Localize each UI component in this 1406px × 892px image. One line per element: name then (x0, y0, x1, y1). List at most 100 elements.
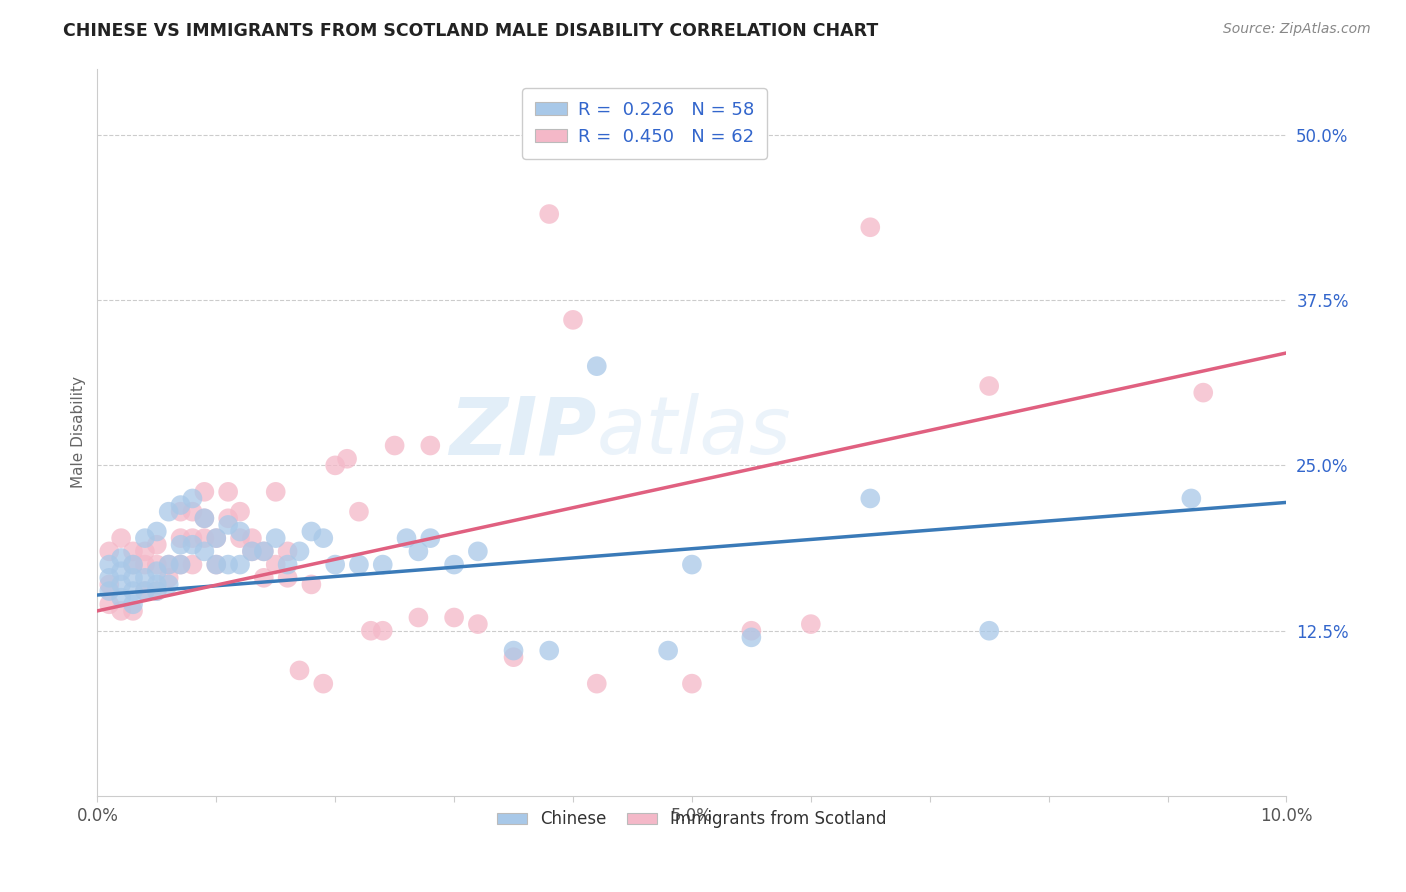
Point (264, 558, 287, 572)
Point (277, 544, 299, 558)
Point (169, 538, 191, 552)
Point (169, 505, 191, 519)
Point (859, 220, 882, 235)
Point (146, 538, 169, 552)
Point (979, 624, 1001, 638)
Point (134, 584, 156, 599)
Point (205, 558, 228, 572)
Text: atlas: atlas (596, 393, 792, 471)
Point (408, 610, 430, 624)
Point (240, 544, 263, 558)
Point (181, 491, 204, 506)
Point (347, 505, 370, 519)
Point (859, 491, 882, 506)
Point (217, 517, 239, 532)
Point (146, 564, 169, 578)
Point (253, 544, 276, 558)
Point (217, 484, 239, 499)
Point (800, 617, 823, 632)
Legend: Chinese, Immigrants from Scotland: Chinese, Immigrants from Scotland (491, 804, 893, 835)
Point (264, 531, 287, 545)
Point (371, 624, 394, 638)
Point (360, 624, 382, 638)
Point (1180, 491, 1202, 506)
Point (122, 584, 145, 599)
Point (205, 531, 228, 545)
Point (681, 676, 703, 690)
Point (229, 558, 252, 572)
Point (979, 379, 1001, 393)
Y-axis label: Male Disability: Male Disability (72, 376, 86, 488)
Point (193, 544, 215, 558)
Point (657, 643, 679, 657)
Point (240, 531, 263, 545)
Point (562, 313, 585, 327)
Point (253, 544, 276, 558)
Point (181, 538, 204, 552)
Point (122, 558, 145, 572)
Point (299, 577, 322, 591)
Point (193, 511, 215, 525)
Point (157, 558, 180, 572)
Point (169, 498, 191, 512)
Point (169, 558, 191, 572)
Point (1192, 385, 1215, 400)
Point (110, 531, 132, 545)
Point (443, 610, 465, 624)
Point (443, 558, 465, 572)
Point (323, 458, 346, 473)
Point (205, 558, 228, 572)
Point (181, 531, 204, 545)
Point (146, 524, 169, 539)
Point (110, 604, 132, 618)
Point (277, 558, 299, 572)
Point (467, 617, 489, 632)
Point (110, 551, 132, 566)
Point (110, 564, 132, 578)
Point (323, 558, 346, 572)
Point (217, 558, 239, 572)
Point (538, 643, 561, 657)
Point (229, 524, 252, 539)
Point (419, 438, 441, 452)
Point (312, 676, 335, 690)
Point (347, 558, 370, 572)
Point (193, 484, 215, 499)
Point (157, 558, 180, 572)
Point (193, 511, 215, 525)
Point (740, 624, 762, 638)
Point (288, 544, 311, 558)
Point (538, 207, 561, 221)
Point (134, 544, 156, 558)
Point (312, 531, 335, 545)
Point (122, 544, 145, 558)
Point (502, 643, 524, 657)
Point (408, 544, 430, 558)
Point (157, 505, 180, 519)
Point (134, 584, 156, 599)
Point (467, 544, 489, 558)
Point (122, 558, 145, 572)
Point (98, 584, 121, 599)
Point (98, 544, 121, 558)
Point (253, 571, 276, 585)
Point (146, 558, 169, 572)
Point (181, 505, 204, 519)
Point (181, 558, 204, 572)
Point (98, 571, 121, 585)
Point (193, 531, 215, 545)
Point (169, 531, 191, 545)
Point (217, 511, 239, 525)
Point (110, 591, 132, 605)
Point (585, 359, 607, 373)
Point (336, 451, 359, 466)
Point (681, 558, 703, 572)
Point (157, 571, 180, 585)
Point (740, 631, 762, 645)
Point (585, 676, 607, 690)
Point (134, 558, 156, 572)
Point (277, 571, 299, 585)
Point (264, 484, 287, 499)
Point (146, 584, 169, 599)
Point (502, 650, 524, 665)
